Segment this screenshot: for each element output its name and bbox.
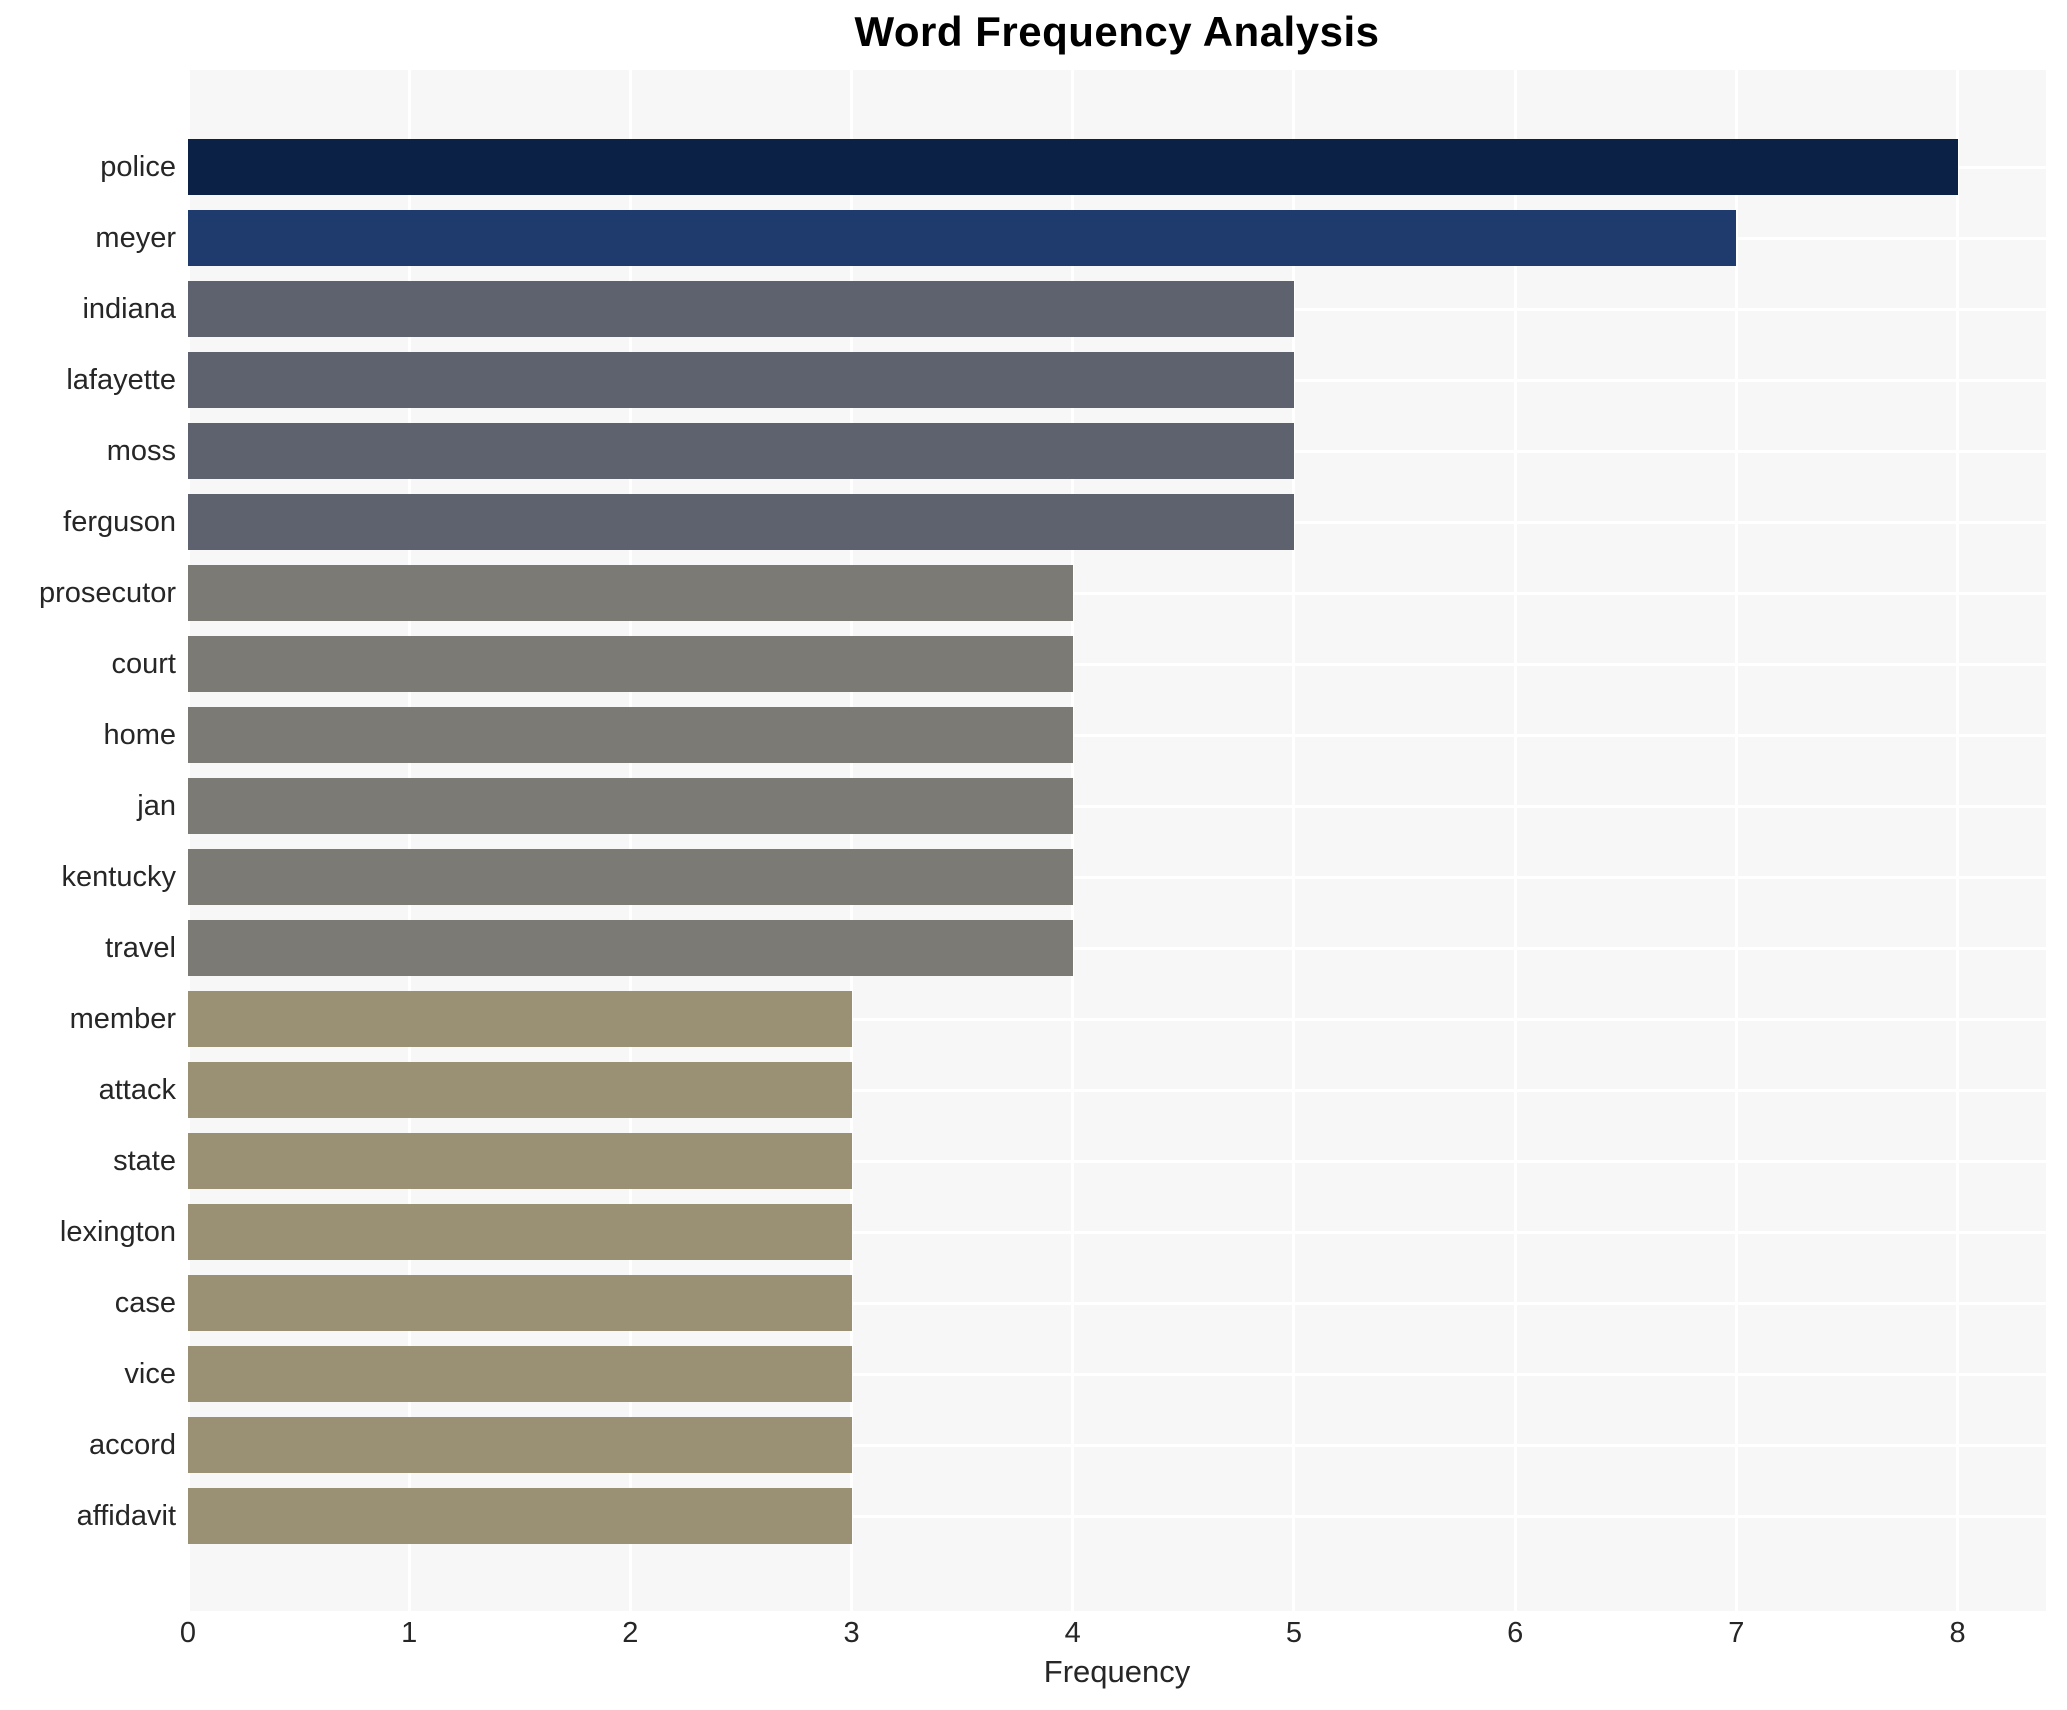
frequency-bar-member: [188, 991, 852, 1047]
h-gridline: [188, 733, 2046, 737]
h-gridline: [188, 662, 2046, 666]
category-label-state: state: [113, 1145, 176, 1177]
category-label-police: police: [100, 151, 176, 183]
frequency-bar-court: [188, 636, 1073, 692]
h-gridline: [188, 1514, 2046, 1518]
chart-title: Word Frequency Analysis: [854, 8, 1380, 55]
h-gridline: [188, 1372, 2046, 1376]
v-gridline: [1292, 70, 1296, 1611]
frequency-bar-ferguson: [188, 494, 1294, 550]
v-gridline: [1734, 70, 1738, 1611]
frequency-bar-police: [188, 139, 1958, 195]
frequency-bar-moss: [188, 423, 1294, 479]
v-gridline: [1513, 70, 1517, 1611]
frequency-bar-case: [188, 1275, 852, 1331]
h-gridline: [188, 1159, 2046, 1163]
frequency-bar-travel: [188, 920, 1073, 976]
category-label-moss: moss: [106, 435, 176, 467]
x-tick-label-6: 6: [1507, 1617, 1524, 1649]
category-label-accord: accord: [88, 1429, 176, 1461]
h-gridline: [188, 946, 2046, 950]
category-label-ferguson: ferguson: [63, 506, 176, 538]
plot-area: [186, 70, 2046, 1611]
frequency-bar-kentucky: [188, 849, 1073, 905]
category-label-home: home: [103, 719, 176, 751]
v-gridline: [1071, 70, 1075, 1611]
category-label-jan: jan: [137, 790, 176, 822]
category-label-prosecutor: prosecutor: [38, 577, 176, 609]
frequency-bar-jan: [188, 778, 1073, 834]
frequency-bar-attack: [188, 1062, 852, 1118]
h-gridline: [188, 875, 2046, 879]
frequency-bar-state: [188, 1133, 852, 1189]
category-label-member: member: [69, 1003, 176, 1035]
x-tick-label-2: 2: [622, 1617, 639, 1649]
frequency-bar-accord: [188, 1417, 852, 1473]
h-gridline: [188, 1443, 2046, 1447]
category-label-meyer: meyer: [95, 222, 176, 254]
h-gridline: [188, 804, 2046, 808]
x-tick-label-7: 7: [1728, 1617, 1745, 1649]
category-label-court: court: [111, 648, 176, 680]
h-gridline: [188, 1301, 2046, 1305]
h-gridline: [188, 1230, 2046, 1234]
frequency-bar-lafayette: [188, 352, 1294, 408]
frequency-bar-indiana: [188, 281, 1294, 337]
h-gridline: [188, 1017, 2046, 1021]
frequency-bar-vice: [188, 1346, 852, 1402]
x-tick-label-8: 8: [1949, 1617, 1966, 1649]
frequency-bar-affidavit: [188, 1488, 852, 1544]
x-axis-label: Frequency: [1043, 1654, 1191, 1689]
v-gridline: [407, 70, 411, 1611]
x-tick-label-5: 5: [1285, 1617, 1302, 1649]
frequency-bar-prosecutor: [188, 565, 1073, 621]
category-label-lafayette: lafayette: [66, 364, 176, 396]
category-label-indiana: indiana: [82, 293, 176, 325]
v-gridline: [186, 70, 190, 1611]
frequency-bar-meyer: [188, 210, 1737, 266]
x-tick-label-3: 3: [843, 1617, 860, 1649]
h-gridline: [188, 1088, 2046, 1092]
category-label-vice: vice: [124, 1358, 176, 1390]
h-gridline: [188, 591, 2046, 595]
category-label-kentucky: kentucky: [61, 861, 176, 893]
v-gridline: [1956, 70, 1960, 1611]
category-label-attack: attack: [98, 1074, 176, 1106]
x-tick-label-4: 4: [1064, 1617, 1081, 1649]
x-tick-label-1: 1: [401, 1617, 418, 1649]
category-label-case: case: [114, 1287, 176, 1319]
x-tick-label-0: 0: [179, 1617, 197, 1649]
frequency-bar-home: [188, 707, 1073, 763]
category-label-travel: travel: [105, 932, 176, 964]
category-label-affidavit: affidavit: [76, 1500, 176, 1532]
v-gridline: [628, 70, 632, 1611]
category-label-lexington: lexington: [59, 1216, 176, 1248]
frequency-bar-lexington: [188, 1204, 852, 1260]
v-gridline: [850, 70, 854, 1611]
